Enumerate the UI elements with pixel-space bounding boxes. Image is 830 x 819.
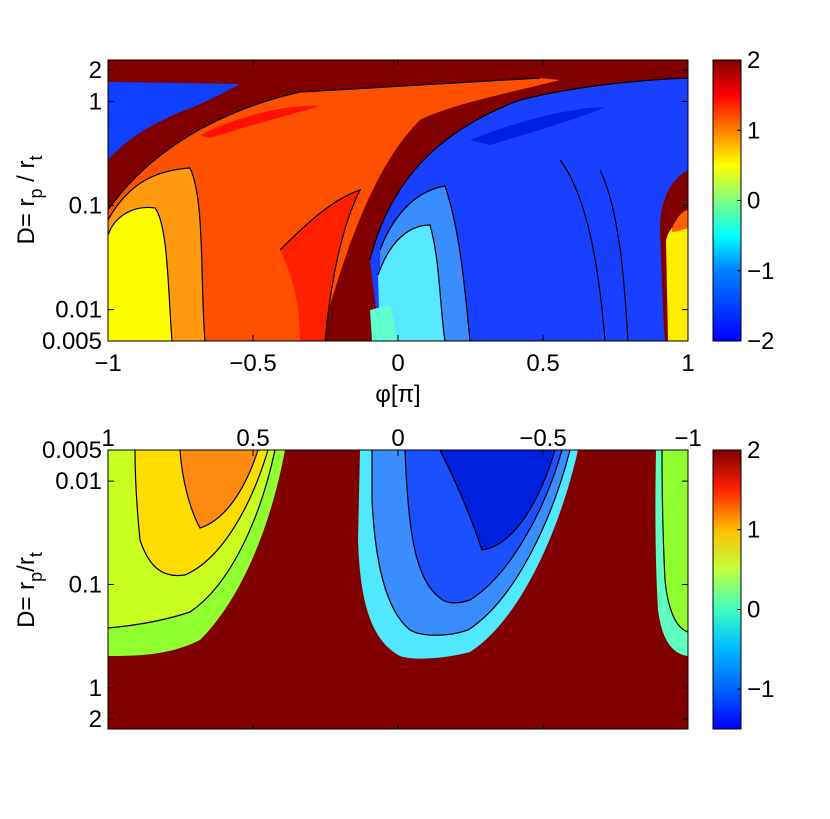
y-tick-label: 0.005 [42, 437, 102, 464]
colorbar-tick-label: 1 [747, 117, 760, 144]
top-x-axis-label: φ[π] [375, 381, 420, 408]
top-y-axis-label: D= rp / rt [13, 155, 46, 244]
bottom-contour-2 [134, 450, 269, 577]
x-tick-label: 1 [681, 350, 694, 377]
top-colorbar-ticks: 2 1 0 −1 −2 [737, 47, 774, 355]
colorbar-tick-label: −1 [747, 258, 774, 285]
top-contour-6 [379, 185, 471, 341]
top-red-stripe [280, 190, 360, 341]
bottom-x-ticks: 1 0.5 0 −0.5 −1 [101, 425, 702, 729]
colorbar-tick-label: 0 [747, 188, 760, 215]
x-tick-label: −0.5 [519, 425, 566, 452]
top-contour-9 [599, 169, 629, 341]
bottom-contour-3 [179, 450, 259, 529]
x-tick-label: −0.5 [229, 350, 276, 377]
y-tick-label: 1 [89, 675, 102, 702]
top-red-arc [200, 105, 320, 138]
bottom-contour-1 [108, 450, 276, 629]
colorbar-tick-label: −2 [747, 328, 774, 355]
bottom-contour-4 [371, 450, 571, 636]
y-tick-label: 1 [89, 88, 102, 115]
top-upper-left-blue [108, 82, 240, 160]
bottom-colorbar [712, 449, 742, 730]
bottom-right-green [662, 450, 688, 632]
bottom-colorbar-ticks: 2 1 0 −1 [737, 437, 774, 703]
top-contour-5 [369, 77, 688, 261]
x-tick-label: 0 [391, 425, 404, 452]
y-tick-label: 0.005 [42, 328, 102, 355]
top-cyan-region [378, 225, 445, 341]
bottom-contour-6 [439, 450, 556, 551]
y-tick-label: 2 [89, 706, 102, 733]
top-contour-4 [279, 188, 362, 341]
colorbar-tick-label: 1 [747, 517, 760, 544]
y-tick-label: 0.01 [55, 297, 102, 324]
bottom-y-ticks: 0.005 0.01 0.1 1 2 [42, 437, 688, 733]
bottom-contour-7 [661, 450, 688, 633]
top-right-yellow [666, 221, 688, 341]
top-cyan-tip [370, 305, 397, 341]
top-x-ticks: −1 −0.5 0 0.5 1 [94, 60, 695, 377]
y-tick-label: 0.1 [69, 571, 102, 598]
bottom-y-axis-label: D= rp/rt [13, 552, 46, 628]
bottom-mid-darkblue [440, 450, 555, 550]
colorbar-tick-label: −1 [747, 676, 774, 703]
top-yellow-region [108, 207, 172, 341]
x-tick-label: 0.5 [526, 350, 559, 377]
top-contour-2 [108, 167, 206, 341]
bottom-contour-5 [404, 450, 563, 604]
top-dark-blue-ridge [470, 107, 605, 145]
y-tick-label: 2 [89, 57, 102, 84]
x-tick-label: 0 [391, 350, 404, 377]
y-tick-label: 0.01 [55, 468, 102, 495]
x-tick-label: 0.5 [236, 425, 269, 452]
top-contour-3 [108, 206, 173, 341]
top-y-ticks: 2 1 0.1 0.01 0.005 [42, 57, 688, 355]
colorbar-tick-label: 2 [747, 47, 760, 74]
top-contour-7 [377, 224, 446, 341]
bottom-plot-area [108, 450, 688, 729]
bottom-left-orange [180, 450, 258, 528]
colorbar-tick-label: 0 [747, 596, 760, 623]
colorbar-tick-label: 2 [747, 437, 760, 464]
y-tick-label: 0.1 [69, 193, 102, 220]
top-contour-8 [559, 159, 606, 341]
top-contour-1 [108, 77, 541, 211]
x-tick-label: −1 [674, 425, 701, 452]
x-tick-label: 1 [101, 425, 114, 452]
x-tick-label: −1 [94, 350, 121, 377]
top-right-orange [672, 210, 688, 232]
top-colorbar [712, 59, 742, 342]
top-plot-area [108, 60, 688, 341]
